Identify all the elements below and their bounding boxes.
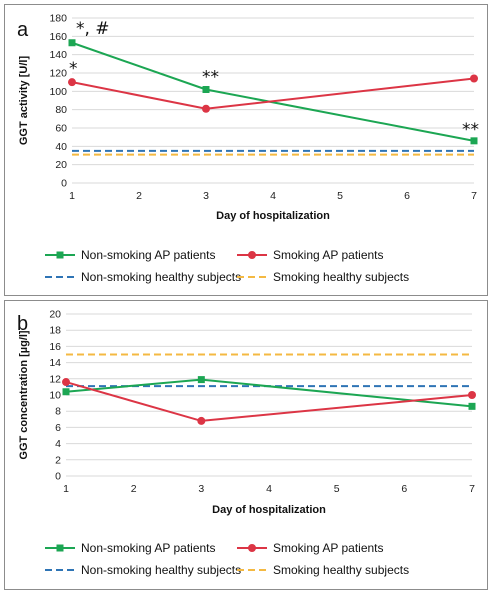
legend-label: Smoking AP patients [273,248,384,262]
x-tick-label: 3 [198,483,204,495]
y-tick-label: 4 [55,438,61,450]
series-line-nonsmoking_patients [65,378,473,408]
y-tick-label: 140 [49,49,67,61]
data-point-smoking_patients [470,74,478,83]
y-tick-label: 60 [55,123,67,135]
significance-annotation: * [69,59,78,79]
panel-b: b 0 2 4 6 8 10 12 14 16 18 20 1 2 3 4 5 6 7 Day of hospital… [4,300,488,590]
legend-marker-nonsmoking_patients [56,544,64,552]
y-tick-label: 0 [61,178,67,190]
y-tick-label: 12 [49,373,61,385]
data-point-nonsmoking_patients [470,137,478,145]
data-point-smoking_patients [62,378,70,387]
data-point-smoking_patients [197,416,206,425]
x-tick-label: 6 [404,190,410,202]
y-tick-label: 20 [49,309,61,321]
x-tick-label: 1 [63,483,69,495]
panel-a: a 0 20 40 60 80 100 120 140 160 180 1 2 3 4 5 6 7 Day of h… [4,4,488,296]
panel-letter: b [17,313,28,335]
y-tick-label: 10 [49,390,61,402]
legend-label: Non-smoking AP patients [81,541,216,555]
data-point-smoking_patients [468,391,476,399]
x-tick-label: 4 [270,190,276,202]
legend-label: Non-smoking healthy subjects [81,270,241,284]
x-tick-label: 6 [401,483,407,495]
y-tick-label: 180 [49,13,67,25]
y-tick-label: 2 [55,454,61,466]
x-tick-label: 4 [266,483,272,495]
y-tick-label: 100 [49,86,67,98]
y-tick-label: 160 [49,31,67,43]
x-axis-label: Day of hospitalization [212,504,326,516]
significance-annotation: ** [462,120,479,140]
y-tick-label: 14 [49,357,61,369]
y-axis-label: GGT activity [U/l] [18,56,30,146]
y-tick-label: 120 [49,68,67,80]
chart-a: a 0 20 40 60 80 100 120 140 160 180 1 2 3 4 5 6 7 Day of h… [17,13,479,285]
x-tick-label: 1 [69,190,75,202]
legend-label: Non-smoking AP patients [81,248,216,262]
data-point-nonsmoking_patients [468,402,476,410]
y-tick-label: 6 [55,422,61,434]
x-tick-label: 7 [469,483,475,495]
x-tick-label: 5 [337,190,343,202]
significance-annotation: *, # [76,19,110,39]
x-tick-label: 7 [471,190,477,202]
y-tick-label: 80 [55,104,67,116]
x-axis-label: Day of hospitalization [216,210,330,222]
x-tick-label: 2 [131,483,137,495]
data-point-smoking_patients [202,104,210,113]
y-axis-label: GGT concentration [µg/l] [18,330,30,460]
panel-letter: a [17,19,29,41]
y-tick-label: 0 [55,471,61,483]
x-tick-label: 3 [203,190,209,202]
data-point-nonsmoking_patients [197,376,205,384]
x-tick-label: 2 [136,190,142,202]
y-tick-label: 18 [49,325,61,337]
data-point-nonsmoking_patients [202,86,210,93]
x-tick-label: 5 [334,483,340,495]
legend-label: Smoking AP patients [273,541,384,555]
y-tick-label: 40 [55,141,67,153]
series-line-smoking_patients [71,77,475,110]
legend-label: Smoking healthy subjects [273,270,409,284]
legend-marker-smoking_patients [248,544,256,552]
y-tick-label: 8 [55,406,61,418]
data-point-nonsmoking_patients [68,39,76,47]
data-point-nonsmoking_patients [62,388,70,396]
series-line-smoking_patients [65,381,473,422]
y-tick-label: 20 [55,159,67,171]
significance-annotation: ** [202,68,219,88]
legend-marker-smoking_patients [248,251,256,259]
legend-label: Smoking healthy subjects [273,563,409,577]
legend-label: Non-smoking healthy subjects [81,563,241,577]
data-point-smoking_patients [68,78,76,87]
y-tick-label: 16 [49,341,61,353]
legend-marker-nonsmoking_patients [56,251,64,259]
